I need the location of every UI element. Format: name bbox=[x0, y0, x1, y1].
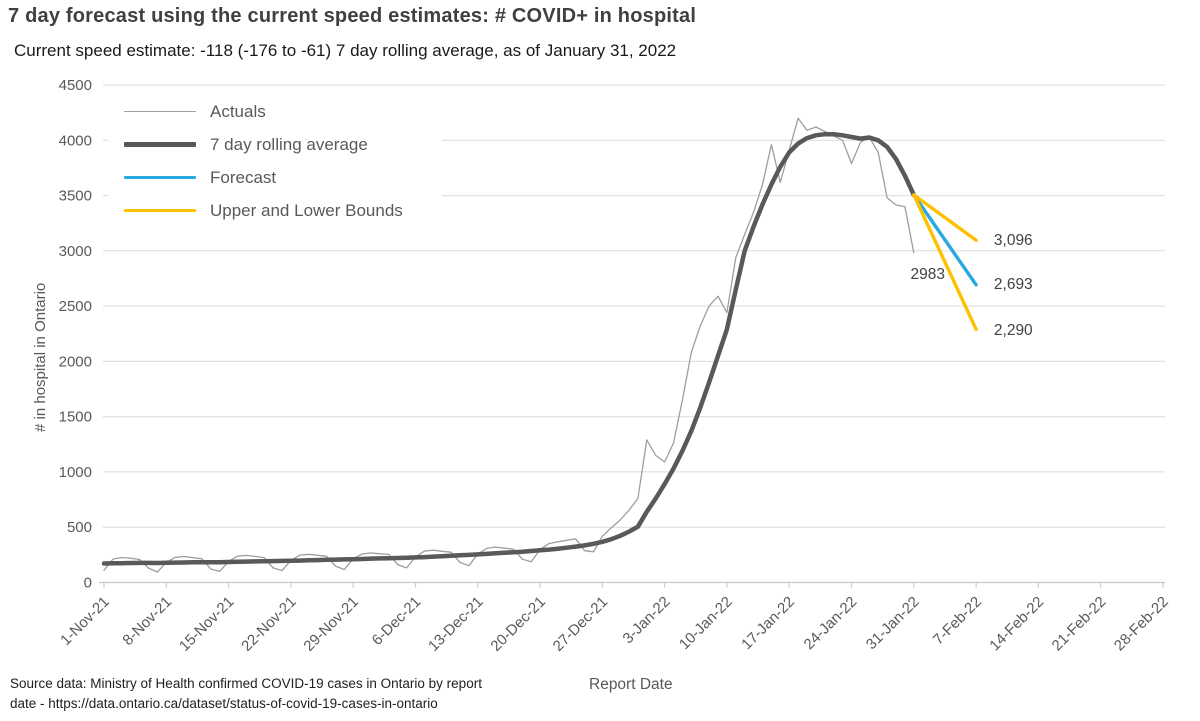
y-tick-label: 500 bbox=[67, 519, 92, 536]
legend-item-actuals: Actuals bbox=[108, 95, 442, 128]
series-forecast bbox=[912, 193, 978, 287]
y-tick-label: 1000 bbox=[59, 464, 92, 481]
x-tick-label: 3-Jan-22 bbox=[620, 593, 674, 647]
y-tick-label: 2500 bbox=[59, 298, 92, 315]
x-tick-label: 27-Dec-21 bbox=[550, 593, 612, 655]
data-label-3096: 3,096 bbox=[994, 232, 1033, 249]
y-tick-label: 3500 bbox=[59, 188, 92, 205]
x-tick-label: 24-Jan-22 bbox=[801, 593, 861, 653]
source-line-1: Source data: Ministry of Health confirme… bbox=[10, 676, 482, 691]
x-tick-label: 20-Dec-21 bbox=[487, 593, 549, 655]
x-tick-label: 13-Dec-21 bbox=[425, 593, 487, 655]
legend-line-swatch-forecast bbox=[124, 175, 196, 180]
y-tick-label: 0 bbox=[84, 575, 92, 592]
x-axis-title: Report Date bbox=[589, 676, 673, 693]
legend-label-actuals: Actuals bbox=[210, 101, 266, 121]
x-tick-label: 22-Nov-21 bbox=[238, 593, 300, 655]
x-tick-label: 28-Feb-22 bbox=[1111, 593, 1172, 654]
legend-item-bounds: Upper and Lower Bounds bbox=[108, 194, 442, 227]
data-label-2983: 2983 bbox=[911, 266, 945, 283]
x-tick-label: 29-Nov-21 bbox=[300, 593, 362, 655]
legend-line-swatch-rolling bbox=[124, 142, 196, 147]
legend-label-forecast: Forecast bbox=[210, 167, 277, 187]
data-label-2693: 2,693 bbox=[994, 276, 1033, 293]
x-tick-label: 1-Nov-21 bbox=[57, 593, 113, 649]
legend-item-forecast: Forecast bbox=[108, 161, 442, 194]
series-upper-bound bbox=[912, 193, 978, 242]
legend-item-rolling: 7 day rolling average bbox=[108, 128, 442, 161]
chart-subtitle: Current speed estimate: -118 (-176 to -6… bbox=[14, 41, 677, 60]
chart-title: 7 day forecast using the current speed e… bbox=[8, 5, 697, 27]
x-tick-label: 21-Feb-22 bbox=[1049, 593, 1110, 654]
x-tick-label: 10-Jan-22 bbox=[676, 593, 736, 653]
y-tick-label: 2000 bbox=[59, 353, 92, 370]
x-tick-label: 17-Jan-22 bbox=[738, 593, 798, 653]
data-label-2290: 2,290 bbox=[994, 322, 1033, 339]
x-tick-label: 15-Nov-21 bbox=[176, 593, 238, 655]
legend-label-bounds: Upper and Lower Bounds bbox=[210, 200, 403, 220]
chart-legend: Actuals 7 day rolling average Forecast Uppe… bbox=[108, 93, 442, 229]
series-rolling bbox=[101, 131, 917, 566]
x-tick-label: 31-Jan-22 bbox=[863, 593, 923, 653]
x-tick-label: 14-Feb-22 bbox=[986, 593, 1047, 654]
legend-label-rolling: 7 day rolling average bbox=[210, 134, 368, 154]
x-tick-label: 7-Feb-22 bbox=[930, 593, 985, 648]
x-tick-label: 8-Nov-21 bbox=[119, 593, 175, 649]
x-tick-label: 6-Dec-21 bbox=[369, 593, 425, 649]
y-tick-label: 3000 bbox=[59, 243, 92, 260]
y-tick-label: 4500 bbox=[59, 77, 92, 94]
series-actuals bbox=[103, 117, 915, 573]
legend-line-swatch-actuals bbox=[124, 110, 196, 113]
source-line-2: date - https://data.ontario.ca/dataset/s… bbox=[10, 696, 438, 711]
y-tick-label: 1500 bbox=[59, 409, 92, 426]
y-tick-label: 4000 bbox=[59, 132, 92, 149]
source-attribution: Source data: Ministry of Health confirme… bbox=[10, 674, 482, 714]
legend-line-swatch-bounds bbox=[124, 208, 196, 213]
series-lower-bound bbox=[912, 193, 978, 331]
